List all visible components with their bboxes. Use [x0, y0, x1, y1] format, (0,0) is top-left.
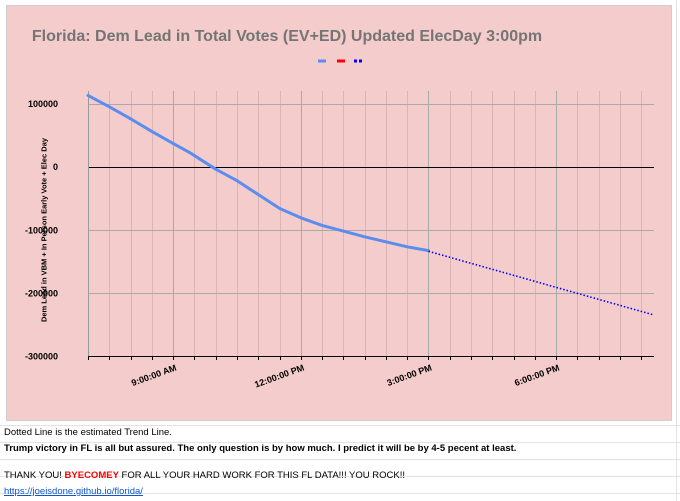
y-tick-label: 0 — [53, 162, 58, 172]
y-tick-label: 100000 — [28, 99, 58, 109]
dem-lead-series — [86, 93, 430, 253]
note-trend-line: Dotted Line is the estimated Trend Line. — [4, 427, 172, 438]
major-vertical-gridlines — [173, 91, 557, 356]
y-axis-title: Dem Lead in VBM + In Person Early Vote +… — [39, 137, 49, 323]
minor-gridlines — [88, 91, 642, 356]
note-thanks-name: BYECOMEY — [64, 470, 119, 481]
data-source-link[interactable]: https://joeisdone.github.io/florida/ — [4, 486, 143, 497]
y-tick-label: -100000 — [25, 225, 58, 235]
y-tick-label: -300000 — [25, 352, 58, 362]
note-thanks-prefix: THANK YOU! — [4, 470, 65, 481]
chart-plot: 9:00:00 AM 12:00:00 PM 3:00:00 PM 6:00:00 P… — [25, 59, 655, 390]
y-tick-label: -200000 — [25, 288, 58, 298]
x-tick-label: 12:00:00 PM — [253, 362, 305, 389]
trend-line-series — [428, 250, 655, 316]
chart-panel: 9:00:00 AM 12:00:00 PM 3:00:00 PM 6:00:00 P… — [6, 5, 672, 421]
x-tick-label: 6:00:00 PM — [513, 362, 561, 387]
x-tick-label: 3:00:00 PM — [386, 362, 434, 387]
note-prediction: Trump victory in FL is all but assured. … — [4, 443, 517, 454]
note-thanks-suffix: FOR ALL YOUR HARD WORK FOR THIS FL DATA!… — [118, 470, 406, 481]
chart-title: Florida: Dem Lead in Total Votes (EV+ED)… — [31, 28, 543, 45]
note-thanks: THANK YOU! BYECOMEY FOR ALL YOUR HARD WO… — [4, 470, 405, 481]
x-tick-label: 9:00:00 AM — [130, 362, 178, 388]
x-tick-marks — [88, 356, 642, 360]
